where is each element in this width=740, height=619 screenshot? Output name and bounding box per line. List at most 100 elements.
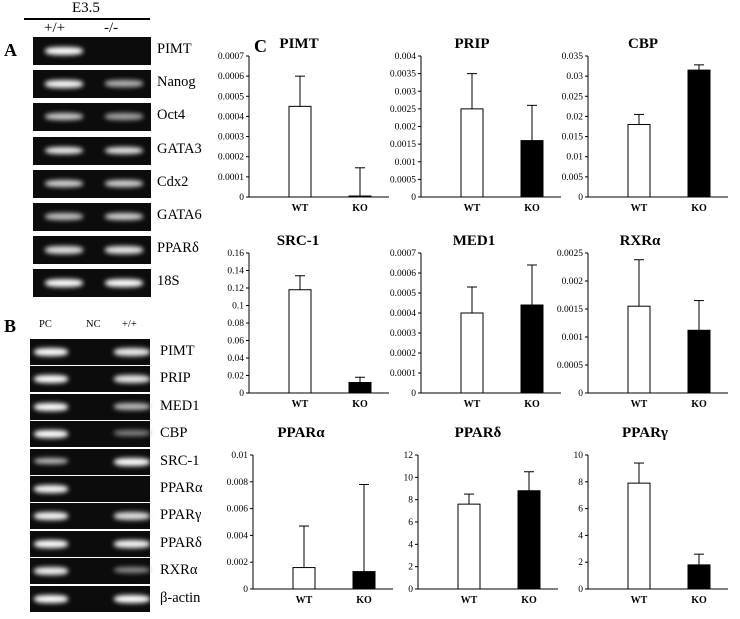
y-tick-label-pimt-0: 0 bbox=[239, 193, 244, 203]
y-tick-label-ppar-0: 0 bbox=[578, 585, 583, 595]
gel-b-band-ppar-pc bbox=[34, 539, 68, 548]
y-tick-label-src-1-6: 0.12 bbox=[227, 284, 244, 294]
y-tick-label-prip-8: 0.004 bbox=[395, 52, 417, 62]
gel-a-band-gata6-ko bbox=[105, 213, 143, 221]
x-label-src-1-wt: WT bbox=[292, 399, 309, 410]
chart-prip: PRIP 0 0.0005 0.001 0.0015 0.002 0.0025 0.003 0.… bbox=[390, 36, 561, 214]
y-tick-label-med1-6: 0.0006 bbox=[390, 269, 416, 279]
bar-ppar-wt bbox=[457, 503, 481, 590]
y-tick-label-prip-5: 0.0025 bbox=[390, 105, 416, 115]
y-tick-label-ppar-3: 6 bbox=[408, 518, 413, 528]
gel-b-label-pimt: PIMT bbox=[160, 343, 195, 359]
y-tick-label-med1-2: 0.0002 bbox=[390, 349, 416, 359]
gel-b-row-prip bbox=[30, 366, 150, 393]
gel-b-row-pimt bbox=[30, 339, 150, 365]
gel-a-label-18s: 18S bbox=[157, 273, 180, 290]
gel-b-row-rxr bbox=[30, 558, 150, 585]
gel-b-band-pimt-pc bbox=[34, 348, 68, 356]
y-tick-label-prip-6: 0.003 bbox=[395, 87, 417, 97]
y-tick-label-src-1-4: 0.08 bbox=[227, 319, 244, 329]
x-label-prip-wt: WT bbox=[464, 203, 481, 214]
x-label-pimt-ko: KO bbox=[352, 203, 368, 214]
gel-b-row-ppar bbox=[30, 476, 150, 502]
chart-title-src-1: SRC-1 bbox=[277, 233, 320, 249]
y-tick-label-pimt-3: 0.0003 bbox=[218, 133, 244, 143]
x-label-rxr-wt: WT bbox=[631, 399, 648, 410]
y-tick-label-rxr-2: 0.001 bbox=[562, 333, 584, 343]
gel-b-band-rxr-pc bbox=[34, 567, 68, 575]
y-tick-label-ppar-3: 6 bbox=[578, 505, 583, 515]
gel-b-band-prip-pc bbox=[34, 375, 68, 384]
y-tick-label-prip-1: 0.0005 bbox=[390, 175, 416, 185]
chart-title-ppar: PPARα bbox=[277, 425, 325, 441]
y-tick-label-rxr-5: 0.0025 bbox=[557, 249, 583, 259]
chart-med1: MED1 0 0.0001 0.0002 0.0003 0.0004 0.0005 0.000… bbox=[390, 233, 561, 410]
gel-a-label-ppar: PPARδ bbox=[157, 240, 199, 257]
gel-a-row-nanog bbox=[33, 70, 151, 99]
gel-b-row-actin bbox=[30, 585, 150, 612]
gel-a-row-gata6 bbox=[33, 203, 151, 231]
y-tick-label-cbp-0: 0 bbox=[578, 193, 583, 203]
y-tick-label-pimt-1: 0.0001 bbox=[218, 173, 244, 183]
gel-b-label-ppar: PPARα bbox=[160, 480, 203, 496]
gel-b-label-prip: PRIP bbox=[160, 370, 191, 387]
y-tick-label-pimt-5: 0.0005 bbox=[218, 92, 244, 102]
panel-c-letter: C bbox=[254, 36, 267, 56]
gel-a-band-cdx2-wt bbox=[45, 179, 83, 188]
x-label-cbp-ko: KO bbox=[691, 203, 707, 214]
gel-a-band-gata6-wt bbox=[45, 213, 83, 220]
x-label-ppar-wt: WT bbox=[631, 595, 648, 606]
gel-b-label-cbp: CBP bbox=[160, 425, 188, 442]
gel-b-band-src-1-wt bbox=[114, 457, 150, 466]
gel-b-band-ppar-pc bbox=[34, 512, 68, 521]
gel-a-band-pimt-wt bbox=[45, 47, 83, 55]
gel-b-band-cbp-wt bbox=[114, 430, 150, 436]
y-tick-label-prip-7: 0.0035 bbox=[390, 70, 416, 80]
y-tick-label-prip-3: 0.0015 bbox=[390, 140, 416, 150]
gel-a-label-oct4: Oct4 bbox=[157, 107, 186, 124]
chart-title-ppar: PPARδ bbox=[455, 425, 502, 441]
x-label-ppar-ko: KO bbox=[521, 595, 537, 606]
gel-a-band-ppar-wt bbox=[45, 246, 83, 254]
bar-pimt-wt bbox=[288, 105, 312, 198]
gel-a-band-oct4-ko bbox=[105, 113, 143, 120]
y-tick-label-cbp-4: 0.02 bbox=[566, 112, 583, 122]
gel-a-row-cdx2 bbox=[33, 169, 151, 198]
gel-b-band-ppar-pc bbox=[34, 485, 68, 493]
gel-b-band-rxr-wt bbox=[114, 567, 150, 574]
y-tick-label-med1-3: 0.0003 bbox=[390, 329, 416, 339]
y-tick-label-pimt-2: 0.0002 bbox=[218, 153, 244, 163]
gel-b-band-ppar-wt bbox=[114, 539, 150, 548]
gel-b-band-pimt-wt bbox=[114, 348, 150, 356]
gel-a-row-pimt bbox=[33, 37, 151, 65]
gel-a-label-gata6: GATA6 bbox=[157, 207, 202, 223]
gel-a-label-gata3: GATA3 bbox=[157, 140, 202, 157]
y-tick-label-ppar-0: 0 bbox=[243, 585, 248, 595]
panel-b-lane-wt: +/+ bbox=[122, 319, 137, 330]
y-tick-label-ppar-5: 0.01 bbox=[231, 451, 248, 461]
gel-a-band-nanog-wt bbox=[45, 80, 83, 89]
gel-b-label-rxr: RXRα bbox=[160, 562, 198, 579]
bar-rxr-wt bbox=[627, 305, 651, 394]
x-label-med1-wt: WT bbox=[464, 399, 481, 410]
gel-a-label-pimt: PIMT bbox=[157, 41, 192, 57]
gel-a-band-cdx2-ko bbox=[105, 179, 143, 188]
y-tick-label-med1-5: 0.0005 bbox=[390, 289, 416, 299]
gel-b-label-med1: MED1 bbox=[160, 397, 200, 414]
gel-b-band-med1-wt bbox=[114, 402, 150, 410]
chart-title-pimt: PIMT bbox=[279, 36, 318, 52]
gel-b-band-med1-pc bbox=[34, 402, 68, 411]
y-tick-label-src-1-1: 0.02 bbox=[227, 372, 244, 382]
y-tick-label-cbp-6: 0.03 bbox=[566, 72, 583, 82]
x-label-med1-ko: KO bbox=[524, 399, 540, 410]
x-label-cbp-wt: WT bbox=[631, 203, 648, 214]
y-tick-label-cbp-1: 0.005 bbox=[562, 173, 584, 183]
x-label-ppar-wt: WT bbox=[296, 595, 313, 606]
x-label-ppar-ko: KO bbox=[356, 595, 372, 606]
x-label-src-1-ko: KO bbox=[352, 399, 368, 410]
gel-b-row-ppar bbox=[30, 530, 150, 557]
chart-ppar: PPARγ 0 2 4 6 8 10 WT KO bbox=[574, 425, 728, 606]
chart-title-rxr: RXRα bbox=[620, 233, 661, 249]
y-tick-label-src-1-7: 0.14 bbox=[227, 267, 244, 277]
